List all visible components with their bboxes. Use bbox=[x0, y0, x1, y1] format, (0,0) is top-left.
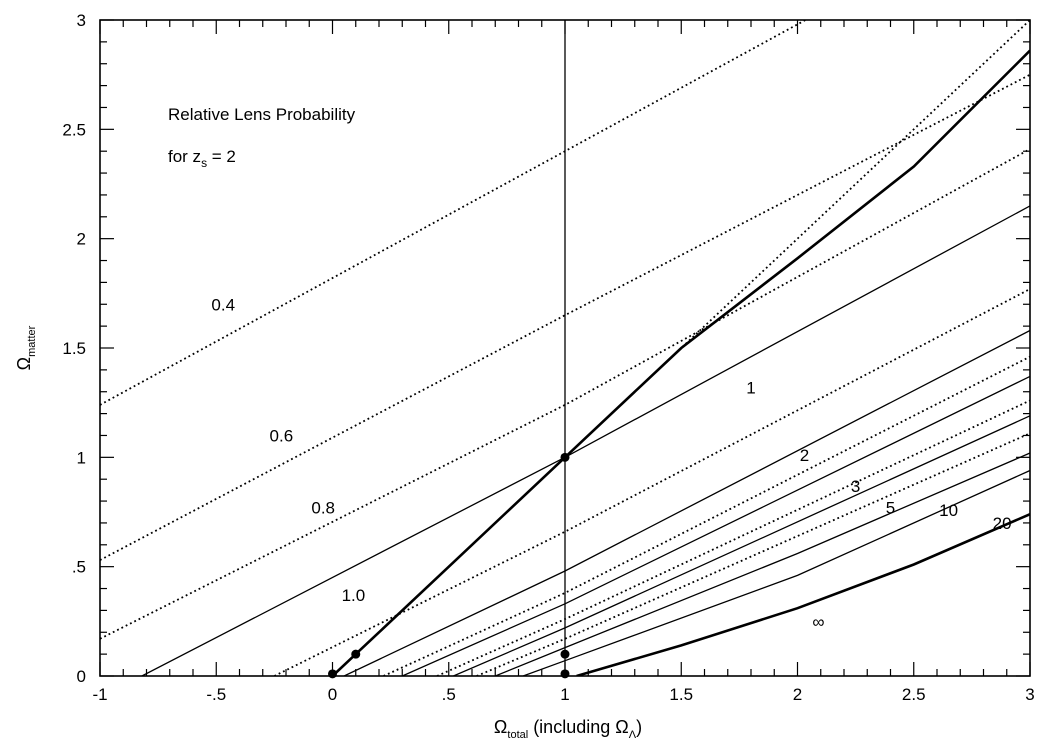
x-tick-label: .5 bbox=[442, 685, 456, 704]
curve-label: ∞ bbox=[812, 612, 824, 631]
x-tick-label: 1.5 bbox=[669, 685, 693, 704]
y-axis-omega: Ω bbox=[14, 357, 34, 370]
series-line-3 bbox=[402, 375, 1030, 676]
series-line-unlabeled-15 bbox=[331, 20, 1030, 676]
x-tick-label: -.5 bbox=[206, 685, 226, 704]
x-tick-label: 1 bbox=[560, 685, 569, 704]
data-point bbox=[560, 452, 570, 462]
curve-label: 2 bbox=[800, 446, 809, 465]
series-line-0.6 bbox=[100, 73, 1030, 561]
curve-label: 5 bbox=[886, 499, 895, 518]
x-axis-middle: (including Ω bbox=[528, 717, 629, 737]
y-tick-label: .5 bbox=[72, 558, 86, 577]
curve-label: 10 bbox=[939, 501, 958, 520]
data-point bbox=[560, 649, 570, 659]
series-line-∞ bbox=[576, 513, 1030, 676]
curve-label: 3 bbox=[851, 477, 860, 496]
x-tick-label: 2.5 bbox=[902, 685, 926, 704]
x-axis-subscript: total bbox=[507, 729, 528, 741]
curve-label: 0.6 bbox=[270, 426, 294, 445]
x-tick-label: 0 bbox=[328, 685, 337, 704]
y-tick-label: 0 bbox=[77, 667, 86, 686]
series-line-10 bbox=[495, 452, 1030, 676]
y-tick-label: 2 bbox=[77, 230, 86, 249]
y-tick-label: 1.5 bbox=[62, 339, 86, 358]
x-axis-end: ) bbox=[636, 717, 642, 737]
series-line-unlabeled-6 bbox=[383, 355, 1030, 676]
annotation-line2: for zs = 2 bbox=[168, 147, 236, 170]
series-line-2 bbox=[343, 329, 1030, 676]
series-line-5 bbox=[453, 415, 1030, 676]
curve-labels: 0.4 0.6 0.8 1.0 1 2 3 5 10 20 ∞ bbox=[211, 295, 1011, 631]
annotation-line1: Relative Lens Probability bbox=[168, 105, 356, 124]
tick-labels: -1 -.5 0 .5 1 1.5 2 2.5 3 0 .5 1 1.5 2 2.5 3 bbox=[62, 11, 1034, 704]
curve-label: 1.0 bbox=[342, 586, 366, 605]
x-axis-subscript-lambda: Λ bbox=[629, 729, 637, 741]
annotation-z-subscript: s bbox=[201, 156, 207, 170]
annotation-z-value: = 2 bbox=[207, 147, 236, 166]
curve-label: 20 bbox=[993, 514, 1012, 533]
y-axis-title: Ωmatter bbox=[14, 325, 38, 370]
x-axis-omega: Ω bbox=[494, 717, 507, 737]
x-axis-title: Ωtotal (including ΩΛ) bbox=[494, 717, 642, 741]
y-tick-label: 1 bbox=[77, 448, 86, 467]
annotation-z-label: for z bbox=[168, 147, 201, 166]
data-point bbox=[351, 649, 361, 659]
y-tick-label: 2.5 bbox=[62, 120, 86, 139]
series-line-unlabeled-8 bbox=[436, 399, 1030, 676]
series-lines bbox=[100, 20, 1030, 676]
curve-label: 0.8 bbox=[311, 499, 335, 518]
y-axis-subscript: matter bbox=[26, 325, 38, 357]
series-line-20 bbox=[522, 469, 1030, 676]
curve-label: 1 bbox=[746, 378, 755, 397]
series-line-0.8 bbox=[100, 148, 1030, 640]
axis-ticks bbox=[99, 19, 1031, 677]
x-tick-label: 2 bbox=[793, 685, 802, 704]
y-tick-label: 3 bbox=[77, 11, 86, 30]
x-tick-label: 3 bbox=[1025, 685, 1034, 704]
series-line-unlabeled-10 bbox=[476, 432, 1030, 676]
x-tick-label: -1 bbox=[92, 685, 107, 704]
series-line-unlabeled-14 bbox=[331, 49, 1030, 676]
curve-label: 0.4 bbox=[211, 295, 235, 314]
